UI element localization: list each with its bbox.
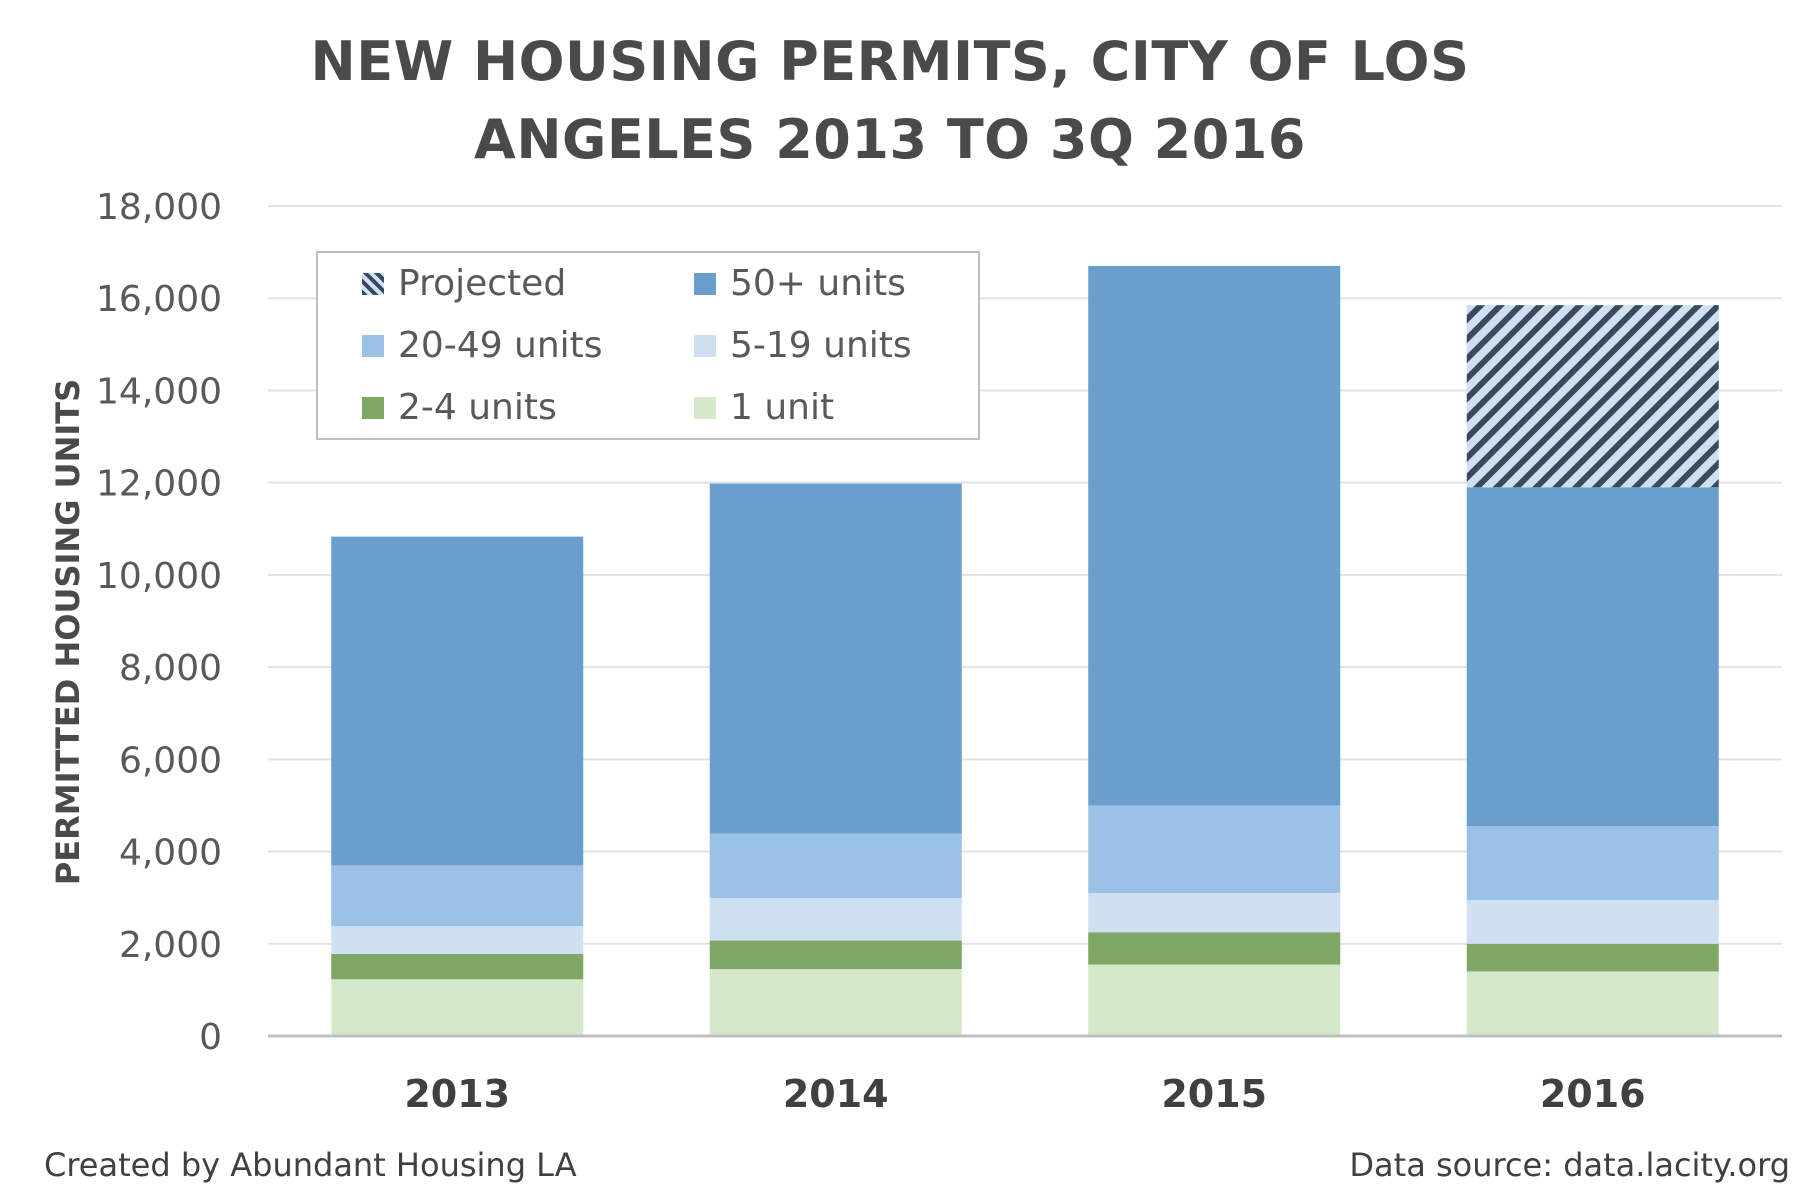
footer-source: Data source: data.lacity.org — [1349, 1146, 1790, 1184]
legend-swatch — [362, 334, 384, 357]
y-tick-label: 0 — [199, 1017, 222, 1058]
legend-swatch — [362, 396, 384, 419]
bar-segment-5-19-units-2014 — [709, 898, 962, 941]
bar-segment-1-unit-2014 — [709, 969, 962, 1036]
legend-swatch — [694, 334, 716, 357]
legend-item: 50+ units — [694, 263, 906, 304]
legend-item: 2-4 units — [362, 387, 557, 428]
y-tick-label: 16,000 — [96, 279, 222, 320]
legend-label: 5-19 units — [730, 325, 912, 366]
bar-segment-5-19-units-2016 — [1466, 899, 1719, 944]
y-tick-label: 6,000 — [119, 740, 222, 781]
chart-title-line-2: ANGELES 2013 TO 3Q 2016 — [474, 108, 1306, 171]
bar-segment-20-49-units-2013 — [331, 865, 584, 927]
x-tick-label: 2015 — [1161, 1072, 1267, 1116]
footer-credit: Created by Abundant Housing LA — [44, 1146, 577, 1184]
y-axis-label-text: PERMITTED HOUSING UNITS — [49, 378, 87, 886]
y-tick-label: 2,000 — [119, 925, 222, 966]
legend-label: 1 unit — [730, 387, 835, 428]
bar-segment-20-49-units-2016 — [1466, 826, 1719, 900]
y-tick-label: 10,000 — [96, 556, 222, 597]
bar-segment-5-19-units-2015 — [1088, 893, 1341, 933]
legend-label: 20-49 units — [398, 325, 603, 366]
bar-segment-20-49-units-2015 — [1088, 805, 1341, 894]
legend-item: 5-19 units — [694, 325, 912, 366]
legend-label: 2-4 units — [398, 387, 557, 428]
legend-label: 50+ units — [730, 263, 906, 304]
legend-item: Projected — [362, 263, 566, 304]
bar-segment-20-49-units-2014 — [709, 833, 962, 899]
bar-segment-2-4-units-2014 — [709, 940, 962, 970]
y-tick-label: 4,000 — [119, 833, 222, 874]
bar-segment-2-4-units-2016 — [1466, 943, 1719, 972]
bar-segment-projected-2016 — [1466, 305, 1719, 488]
y-tick-label: 14,000 — [96, 371, 222, 412]
y-tick-label: 8,000 — [119, 648, 222, 689]
bar-segment-50-units-2013 — [331, 536, 584, 866]
bar-segment-5-19-units-2013 — [331, 926, 584, 954]
legend-swatch — [362, 272, 384, 295]
y-tick-label: 18,000 — [96, 187, 222, 228]
bar-segment-50-units-2016 — [1466, 487, 1719, 827]
bars — [331, 265, 1719, 1036]
bar-segment-50-units-2014 — [709, 483, 962, 834]
bar-segment-2-4-units-2013 — [331, 953, 584, 980]
y-axis-ticks: 0 2,000 4,000 6,000 8,000 10,000 12,000 14,000 1… — [96, 187, 222, 1058]
x-tick-label: 2014 — [783, 1072, 889, 1116]
bar-segment-1-unit-2015 — [1088, 964, 1341, 1036]
bar-segment-1-unit-2016 — [1466, 971, 1719, 1036]
x-tick-label: 2013 — [404, 1072, 510, 1116]
legend-label: Projected — [398, 263, 567, 304]
legend-item: 20-49 units — [362, 325, 603, 366]
legend: Projected 50+ units 20-49 units 5-19 units 2… — [316, 251, 980, 440]
bar-segment-50-units-2015 — [1088, 265, 1341, 806]
bar-segment-1-unit-2013 — [331, 979, 584, 1036]
x-axis-ticks: 2013 2014 2015 2016 — [404, 1072, 1645, 1116]
bar-segment-2-4-units-2015 — [1088, 932, 1341, 965]
chart-title-line-1: NEW HOUSING PERMITS, CITY OF LOS — [310, 30, 1470, 93]
legend-item: 1 unit — [694, 387, 834, 428]
x-tick-label: 2016 — [1540, 1072, 1646, 1116]
legend-swatch — [694, 272, 716, 295]
y-tick-label: 12,000 — [96, 464, 222, 505]
legend-swatch — [694, 396, 716, 419]
